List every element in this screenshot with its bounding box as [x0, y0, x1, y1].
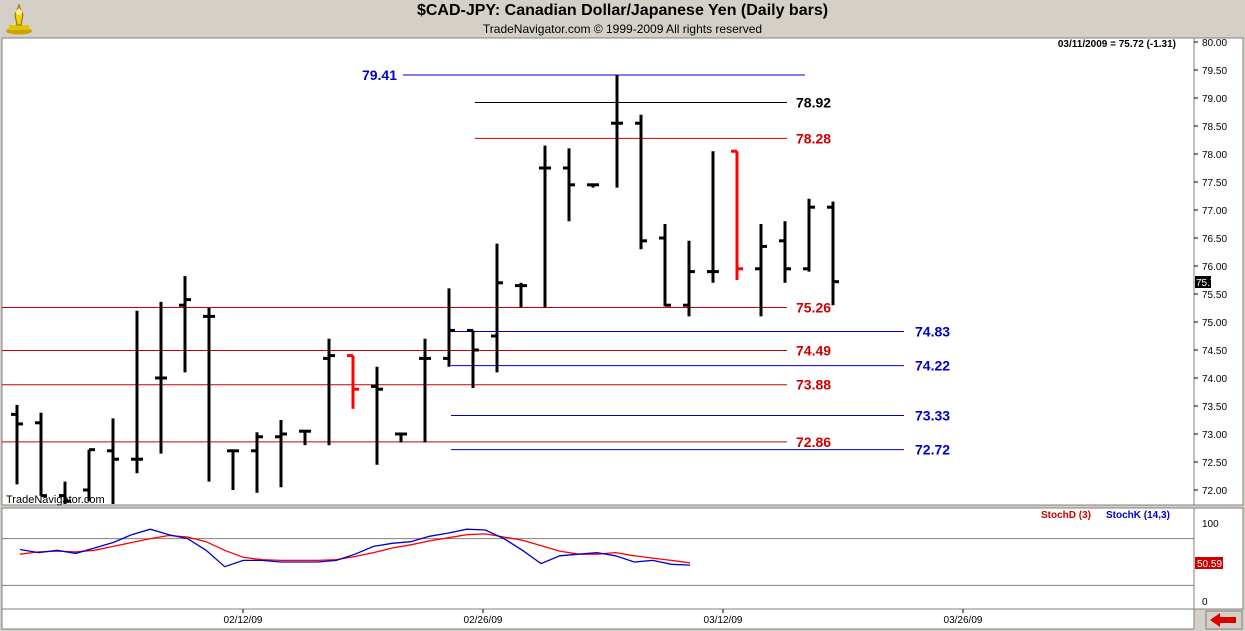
- ohlc-bar: [107, 418, 119, 504]
- date-axis-ticks: 02/12/09 02/26/09 03/12/09 03/26/09: [224, 609, 983, 626]
- date-tick-label: 03/26/09: [944, 615, 983, 626]
- stoch-value-tag: [1195, 557, 1223, 569]
- ohlc-bar: [491, 243, 503, 373]
- watermark: TradeNavigator.com: [6, 494, 105, 506]
- ohlc-bar: [179, 276, 191, 373]
- price-tick-label: 78.50: [1202, 122, 1227, 133]
- scroll-left-button[interactable]: [1205, 610, 1243, 630]
- price-tick-label: 77.00: [1202, 206, 1227, 217]
- level-label: 72.86: [796, 434, 831, 450]
- last-price-tag: [1195, 276, 1211, 288]
- ohlc-bar: [827, 201, 839, 306]
- price-tick-label: 74.00: [1202, 374, 1227, 385]
- price-tick-label: 76.50: [1202, 234, 1227, 245]
- price-bars: [11, 75, 839, 504]
- stoch-k-line: [19, 528, 691, 568]
- date-axis-background: [1, 608, 1195, 630]
- price-tick-label: 72.50: [1202, 458, 1227, 469]
- ohlc-bar: [11, 404, 23, 485]
- chart-subtitle: TradeNavigator.com © 1999-2009 All right…: [482, 22, 763, 36]
- stoch-tick-label: 0: [1202, 597, 1208, 608]
- price-tick-label: 76.00: [1202, 262, 1227, 273]
- stoch-tick-label: 100: [1202, 519, 1219, 530]
- ohlc-bar: [707, 151, 719, 283]
- ohlc-bar: [131, 310, 143, 474]
- ohlc-bar: [203, 308, 215, 482]
- date-tick-label: 02/12/09: [224, 615, 263, 626]
- ohlc-bar: [467, 328, 479, 389]
- ohlc-bar: [443, 288, 455, 367]
- ohlc-bar: [563, 148, 575, 222]
- level-label: 72.72: [915, 442, 950, 458]
- ohlc-bar: [635, 114, 647, 250]
- arrow-left-icon: [1210, 613, 1236, 627]
- stoch-k-legend: StochK (14,3): [1106, 510, 1170, 521]
- price-tick-label: 73.50: [1202, 402, 1227, 413]
- chart-header: $CAD-JPY: Canadian Dollar/Japanese Yen (…: [0, 0, 1245, 38]
- stochastic-lines: 100 0: [2, 519, 1219, 608]
- ohlc-bar: [275, 420, 287, 488]
- ohlc-bar: [539, 145, 551, 308]
- ohlc-bar: [587, 183, 599, 188]
- ohlc-bar: [659, 224, 671, 307]
- price-tick-label: 80.00: [1202, 38, 1227, 49]
- ohlc-bar: [611, 75, 623, 188]
- trade-navigator-logo-icon: [6, 3, 32, 35]
- price-axis-ticks: 80.00 79.50 79.00 78.50 78.00 77.50 77.00 76.50…: [1194, 38, 1227, 497]
- ohlc-bar: [35, 412, 47, 498]
- level-lines: 79.41 78.92 78.28 75.26 74.83 74.49 74.22 73.88…: [2, 67, 950, 458]
- price-tick-label: 75.00: [1202, 318, 1227, 329]
- ohlc-bar: [83, 448, 95, 502]
- stoch-value-label: 50.59: [1197, 559, 1222, 570]
- level-label: 79.41: [362, 67, 397, 83]
- ohlc-bar: [395, 432, 407, 443]
- level-label: 78.28: [796, 130, 831, 146]
- ohlc-bar: [779, 221, 791, 283]
- level-label: 75.26: [796, 299, 831, 315]
- ohlc-bar: [755, 224, 767, 317]
- chart-title: $CAD-JPY: Canadian Dollar/Japanese Yen (…: [416, 2, 829, 19]
- price-tick-label: 72.00: [1202, 486, 1227, 497]
- level-label: 74.83: [915, 324, 950, 340]
- level-label: 74.49: [796, 343, 831, 359]
- ohlc-bar: [299, 429, 311, 446]
- price-panel-background: [1, 37, 1195, 506]
- ohlc-bar: [683, 240, 695, 317]
- price-tick-label: 78.00: [1202, 150, 1227, 161]
- price-axis-background: [1193, 37, 1244, 506]
- stoch-panel-background: [1, 507, 1195, 610]
- date-tick-label: 02/26/09: [464, 615, 503, 626]
- ohlc-bar: [803, 198, 815, 272]
- price-tick-label: 79.00: [1202, 94, 1227, 105]
- date-readout: 03/11/2009 = 75.72 (-1.31): [1058, 39, 1176, 50]
- ohlc-bar: [347, 354, 359, 409]
- ohlc-bar: [323, 338, 335, 446]
- ohlc-bar: [155, 301, 167, 454]
- level-label: 74.22: [915, 358, 950, 374]
- level-label: 73.88: [796, 377, 831, 393]
- ohlc-bar: [227, 449, 239, 490]
- level-label: 73.33: [915, 408, 950, 424]
- ohlc-bar: [371, 366, 383, 465]
- ohlc-bar: [251, 432, 263, 493]
- last-price-label: 75.72: [1196, 278, 1221, 289]
- ohlc-bar: [731, 149, 743, 280]
- price-tick-label: 75.50: [1202, 290, 1227, 301]
- price-tick-label: 74.50: [1202, 346, 1227, 357]
- price-tick-label: 77.50: [1202, 178, 1227, 189]
- ohlc-bar: [59, 481, 71, 504]
- ohlc-bar: [515, 282, 527, 308]
- stoch-d-legend: StochD (3): [1041, 510, 1091, 521]
- date-tick-label: 03/12/09: [704, 615, 743, 626]
- price-tick-label: 79.50: [1202, 66, 1227, 77]
- price-tick-label: 73.00: [1202, 430, 1227, 441]
- ohlc-bar: [419, 338, 431, 443]
- level-label: 78.92: [796, 94, 831, 110]
